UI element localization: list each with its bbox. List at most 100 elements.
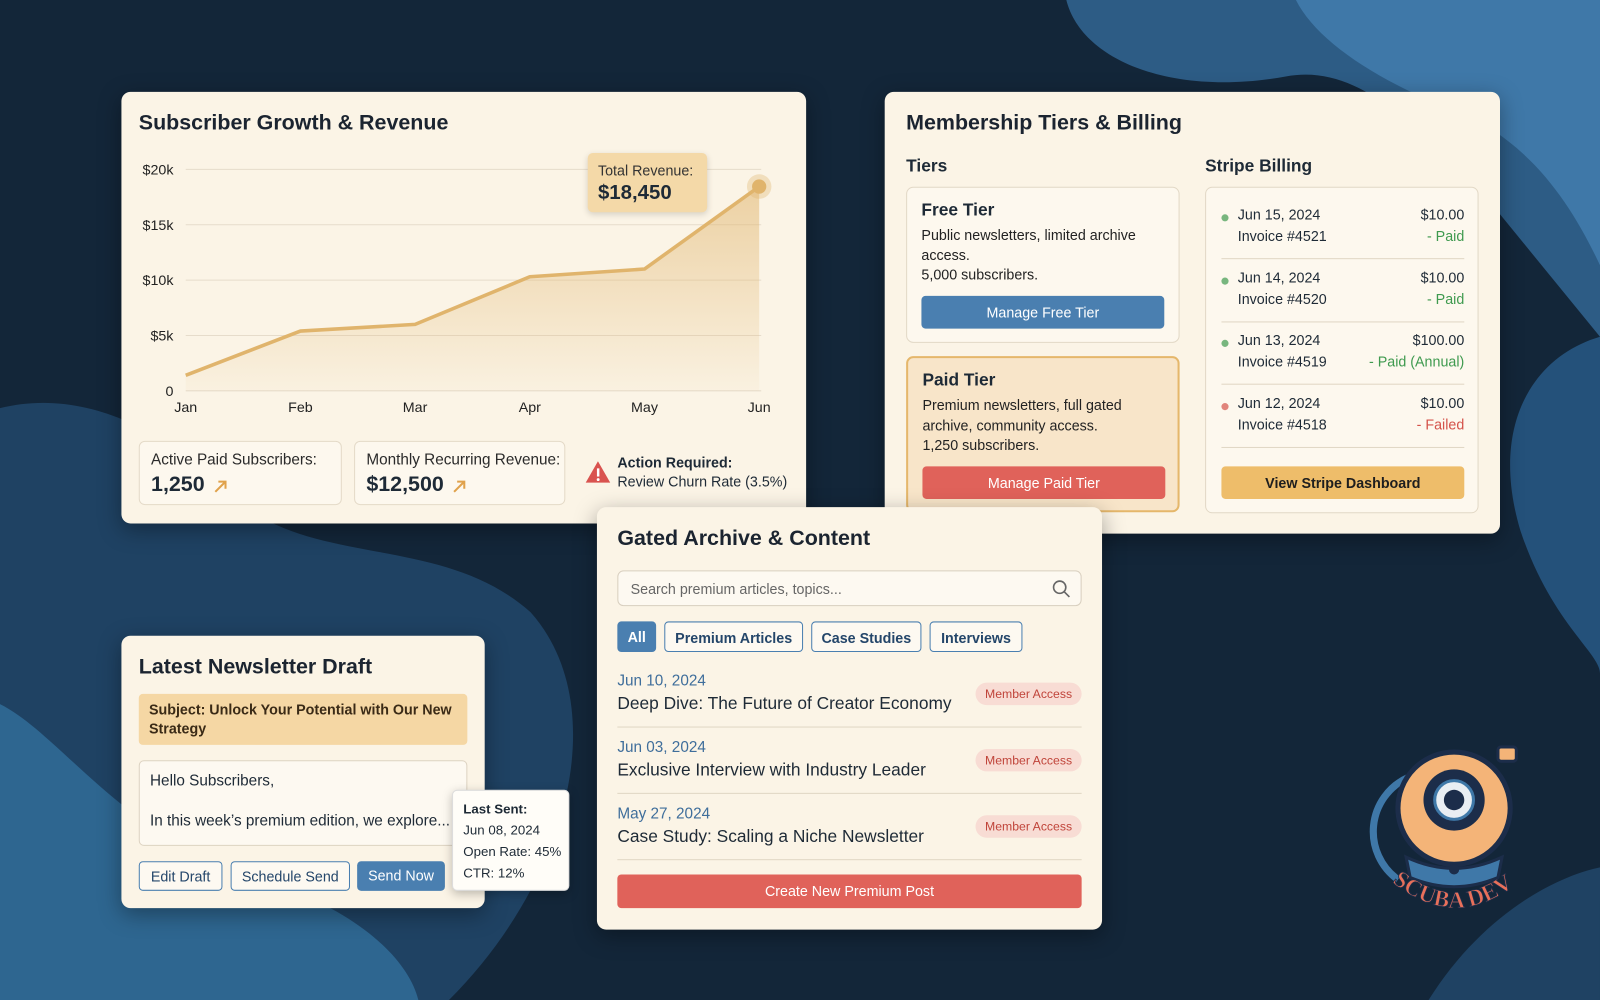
search-placeholder: Search premium articles, topics...	[630, 580, 842, 597]
invoice-status: - Paid	[1426, 290, 1465, 307]
tier-button[interactable]: Manage Paid Tier	[922, 466, 1166, 499]
invoice-amount: $10.00	[1420, 206, 1465, 223]
create-button[interactable]: Create New Premium Post	[617, 874, 1082, 909]
point	[752, 179, 767, 194]
archive-panel: Gated Archive & Content Search premium ar…	[596, 507, 1103, 930]
area	[185, 186, 760, 391]
draft-button[interactable]: Send Now	[357, 861, 445, 891]
x-tick-label: Mar	[403, 400, 428, 416]
filter-chip[interactable]: Interviews	[929, 621, 1023, 653]
logo: SCUBA DEV	[1369, 745, 1518, 914]
invoice-row: Jun 13, 2024 Invoice #4519 $100.00 - Paid (…	[1221, 322, 1465, 385]
search-icon	[1052, 580, 1070, 598]
article-title[interactable]: Exclusive Interview with Industry Leader	[617, 760, 926, 780]
stat-label: Active Paid Subscribers:	[151, 451, 317, 469]
y-tick-label: $20k	[143, 162, 175, 178]
invoice-row: Jun 14, 2024 Invoice #4520 $10.00 - Paid	[1221, 260, 1465, 322]
separator	[617, 792, 1082, 794]
draft-button[interactable]: Schedule Send	[230, 861, 350, 891]
invoice-row: Jun 12, 2024 Invoice #4518 $10.00 - Failed	[1221, 385, 1465, 448]
invoice-status: - Paid	[1426, 227, 1465, 244]
invoice-number: Invoice #4518	[1237, 415, 1327, 433]
stats-line: Open Rate: 45%	[463, 843, 562, 860]
tier-subscribers: 1,250 subscribers.	[922, 436, 1040, 454]
y-tick-label: $15k	[143, 218, 175, 234]
article-title[interactable]: Case Study: Scaling a Niche Newsletter	[617, 826, 924, 846]
article-date: Jun 03, 2024	[617, 738, 706, 757]
x-tick-label: Jun	[748, 400, 771, 416]
tier-description: Public newsletters, limited archive acce…	[921, 226, 1136, 263]
billing-list: Jun 15, 2024 Invoice #4521 $10.00- Paid Jun…	[1205, 186, 1479, 514]
filter-chip[interactable]: All	[617, 621, 657, 653]
arrow-icon	[453, 480, 466, 493]
tier-card: Paid Tier Premium newsletters, full gated…	[906, 356, 1180, 513]
section-heading: Tiers	[906, 156, 948, 176]
line	[185, 185, 761, 377]
invoice-amount: $10.00	[1420, 268, 1465, 286]
logo-arc	[1369, 774, 1410, 883]
subject: Subject: Unlock Your Potential with Our …	[148, 701, 452, 737]
alert-title: Action Required:	[617, 454, 733, 471]
draft-button[interactable]: Edit Draft	[138, 861, 223, 891]
x-tick-label: Jan	[174, 400, 197, 416]
status-dot	[1221, 339, 1229, 347]
invoice-amount: $100.00	[1412, 331, 1465, 348]
filter-chip[interactable]: Premium Articles	[664, 621, 804, 653]
invoice-status: - Failed	[1416, 415, 1465, 433]
status-dot	[1221, 214, 1229, 222]
newsletter-panel: Latest Newsletter Draft Subject: Unlock Y…	[121, 635, 485, 909]
membership-panel: Membership Tiers & Billing Tiers Stripe Bi…	[884, 91, 1500, 534]
invoice-amount: $10.00	[1420, 394, 1465, 411]
article-date: Jun 10, 2024	[617, 672, 706, 690]
separator	[617, 726, 1082, 728]
tooltip-label: Total Revenue:	[597, 162, 694, 179]
stat-card: Active Paid Subscribers: 1,250	[138, 440, 342, 506]
section-heading: Stripe Billing	[1205, 156, 1313, 176]
tier-subscribers: 5,000 subscribers.	[921, 266, 1039, 283]
stats-heading: Last Sent:	[463, 801, 528, 817]
tooltip-value: $18,450	[597, 181, 672, 205]
invoice-status: - Paid (Annual)	[1368, 353, 1465, 370]
filter-chip[interactable]: Case Studies	[811, 621, 922, 653]
invoice-number: Invoice #4521	[1237, 227, 1327, 244]
trend-arrow	[453, 480, 466, 493]
send-stats: Last Sent: Jun 08, 2024 Open Rate: 45% CTR:…	[452, 789, 570, 891]
logo-gear	[1448, 864, 1460, 875]
search-handle	[1063, 591, 1070, 598]
stat-value: 1,250	[151, 472, 205, 496]
warning-mark	[596, 468, 600, 477]
panel-title: Gated Archive & Content	[617, 526, 871, 550]
stat-card: Monthly Recurring Revenue: $12,500	[354, 440, 566, 506]
x-tick-label: Apr	[519, 400, 541, 416]
tier-button[interactable]: Manage Free Tier	[921, 295, 1165, 329]
logo-valve	[1496, 745, 1518, 763]
status-dot	[1221, 402, 1229, 410]
subject-box: Subject: Unlock Your Potential with Our …	[138, 693, 468, 745]
invoice-date: Jun 12, 2024	[1237, 394, 1321, 411]
invoice-number: Invoice #4519	[1237, 353, 1327, 370]
billing-button[interactable]: View Stripe Dashboard	[1221, 466, 1465, 499]
access-badge: Member Access	[975, 682, 1082, 706]
body-line: In this week’s premium edition, we explo…	[149, 812, 451, 830]
tier-name: Paid Tier	[922, 370, 996, 390]
article-date: May 27, 2024	[617, 805, 711, 823]
tier-info: Public newsletters, limited archive acce…	[921, 226, 1166, 287]
article-title[interactable]: Deep Dive: The Future of Creator Economy	[617, 693, 952, 714]
tier-name: Free Tier	[921, 199, 995, 220]
body-box: Hello Subscribers, In this week’s premium…	[138, 760, 468, 846]
stat-label: Monthly Recurring Revenue:	[366, 451, 561, 469]
panel-title: Latest Newsletter Draft	[138, 655, 373, 679]
invoice-row: Jun 15, 2024 Invoice #4521 $10.00 - Paid	[1221, 197, 1465, 260]
y-tick-label: $5k	[150, 329, 174, 345]
chart: 0 $5k $10k $15k $20k Jan Feb Mar Apr May Jun	[143, 162, 772, 416]
logo-glass-core	[1443, 789, 1465, 811]
search-box[interactable]: Search premium articles, topics...	[617, 570, 1082, 607]
arrow-icon	[214, 480, 227, 493]
body-line: Hello Subscribers,	[149, 772, 275, 790]
access-badge: Member Access	[975, 815, 1082, 838]
tier-card: Free Tier Public newsletters, limited arc…	[906, 186, 1180, 343]
panel-title: Subscriber Growth & Revenue	[138, 111, 449, 135]
trend-arrow	[214, 480, 227, 493]
